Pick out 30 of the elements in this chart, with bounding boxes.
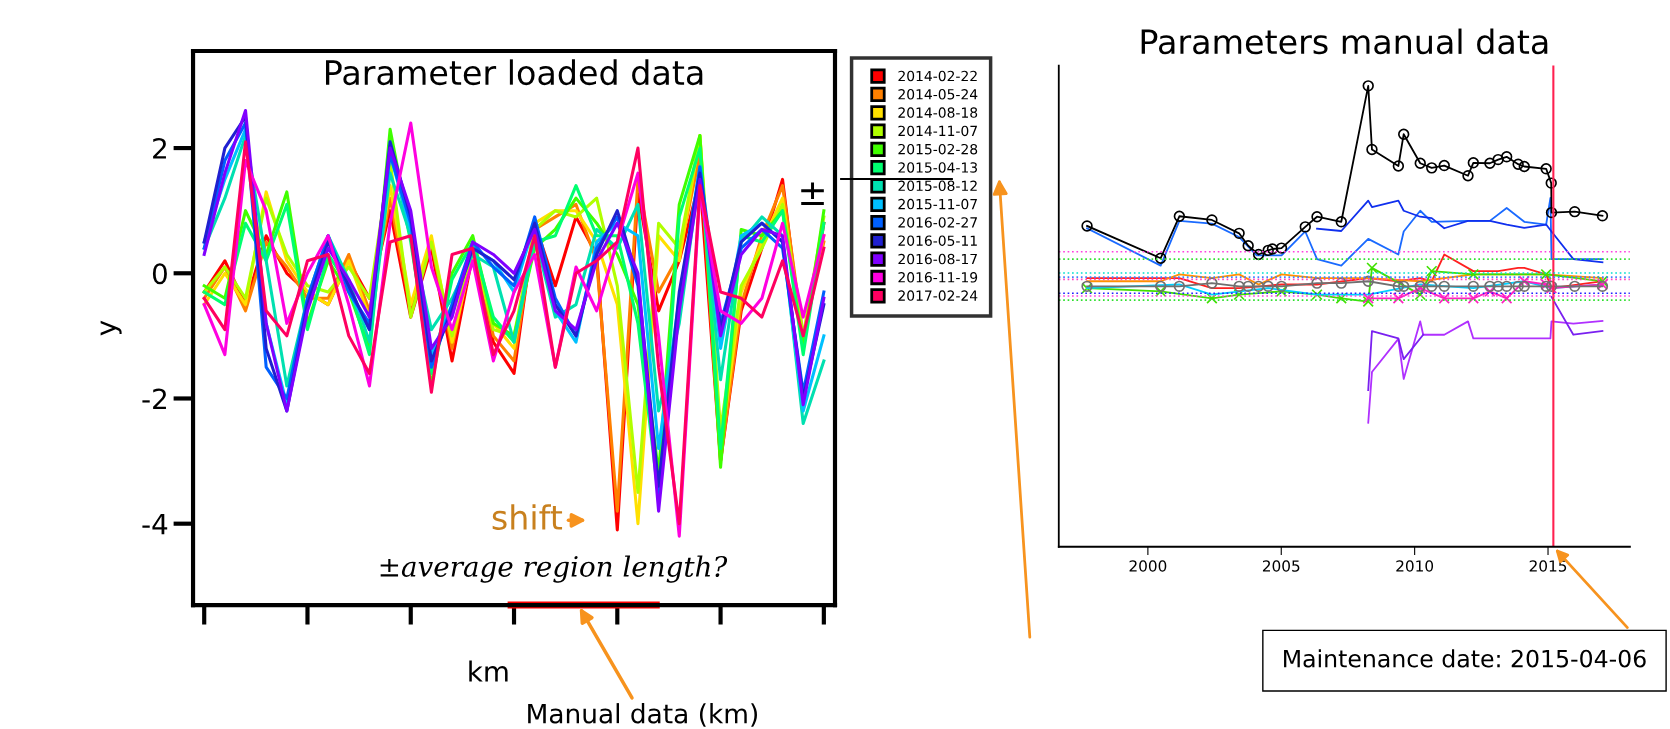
- annotation: shift: [492, 504, 563, 530]
- annotation: ±: [801, 182, 824, 206]
- x-tick-label: 2000: [1129, 560, 1167, 572]
- y-tick-label: 2: [153, 138, 166, 159]
- legend-label: 2015-02-28: [898, 143, 978, 155]
- y-tick-label: -4: [142, 513, 168, 535]
- x-tick-label: 2010: [1396, 560, 1434, 572]
- legend-label: 2015-04-13: [898, 162, 978, 173]
- ref-line-label: Maintenance date: 2015-04-06: [1284, 649, 1646, 668]
- legend-label: 2015-11-07: [898, 198, 977, 210]
- y-axis-title: y: [100, 320, 122, 336]
- text: Manual data (km): [528, 703, 757, 727]
- legend-label: 2017-02-24: [898, 290, 978, 301]
- annotation: ±average region length?: [380, 555, 728, 583]
- x-tick-label: 2015: [1529, 560, 1567, 572]
- x-axis-title: km: [469, 660, 508, 682]
- x-tick-label: 2005: [1262, 560, 1300, 572]
- legend-label: 2014-05-24: [898, 89, 978, 100]
- legend-label: 2014-02-22: [898, 70, 977, 82]
- legend-label: 2016-05-11: [898, 235, 977, 246]
- chart-title: Parameters manual data: [1141, 28, 1548, 55]
- y-tick-label: -2: [142, 388, 166, 410]
- legend-label: 2015-08-12: [898, 180, 977, 192]
- legend-label: 2014-08-18: [898, 107, 978, 118]
- legend-label: 2016-11-19: [898, 272, 978, 283]
- chart-title: Parameter loaded data: [325, 59, 703, 86]
- y-tick-label: 0: [152, 263, 167, 285]
- legend-label: 2014-11-07: [898, 125, 977, 137]
- legend-label: 2016-08-17: [898, 253, 977, 265]
- legend-label: 2016-02-27: [898, 217, 977, 228]
